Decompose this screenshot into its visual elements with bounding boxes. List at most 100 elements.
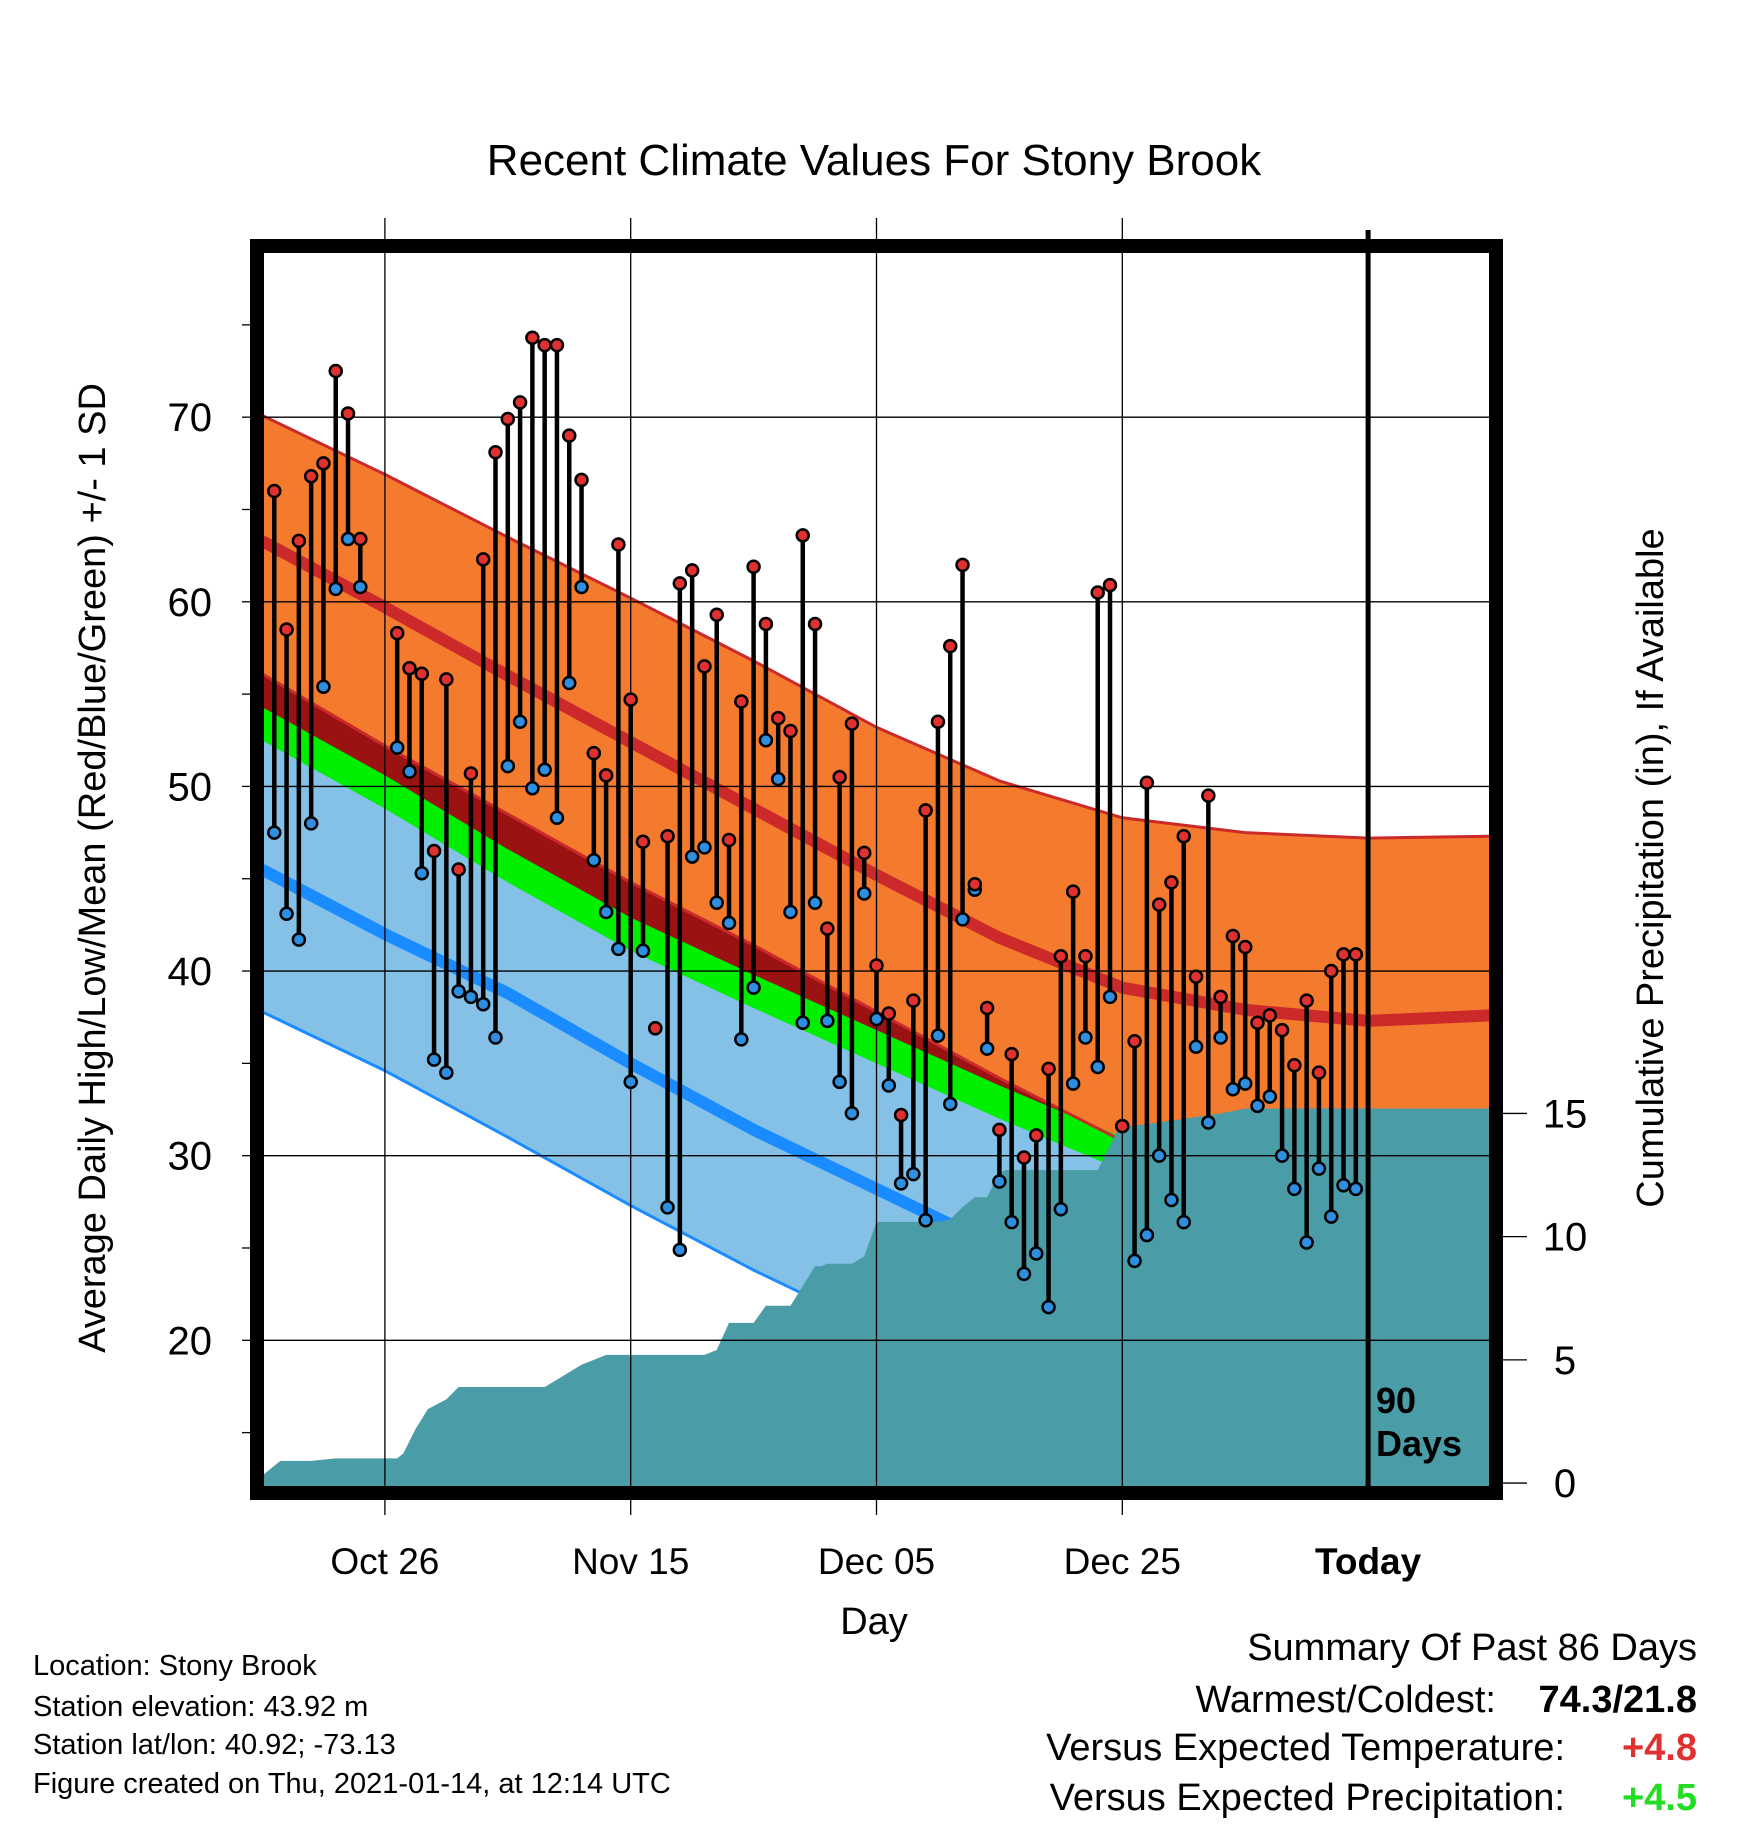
temp-anomaly-value: +4.8 <box>1622 1727 1697 1769</box>
high-point <box>1348 947 1364 962</box>
warm-cold-label: Warmest/Coldest: <box>1195 1679 1496 1721</box>
low-point <box>562 675 577 691</box>
high-point <box>918 803 933 818</box>
high-point <box>979 1000 995 1016</box>
station-latlon: Station lat/lon: 40.92; -73.13 <box>33 1729 396 1761</box>
high-point <box>1262 1008 1278 1023</box>
high-point <box>832 769 847 785</box>
high-point <box>1102 577 1118 593</box>
high-point <box>1004 1046 1019 1062</box>
low-point <box>684 849 700 864</box>
high-point <box>623 692 638 707</box>
high-point <box>1078 949 1093 964</box>
high-point <box>930 714 946 730</box>
high-point <box>549 337 565 353</box>
low-point <box>402 764 417 779</box>
high-point <box>1213 989 1228 1005</box>
plot-frame <box>250 239 1503 1500</box>
high-point <box>598 768 614 783</box>
high-point <box>279 622 294 637</box>
y2-axis-label: Cumulative Precipitation (in), If Availa… <box>1630 528 1672 1207</box>
high-point <box>1225 928 1241 944</box>
low-point <box>1225 1081 1241 1097</box>
low-point <box>1139 1227 1155 1243</box>
low-point <box>1287 1181 1302 1197</box>
low-point <box>660 1200 675 1215</box>
low-point <box>267 825 282 840</box>
low-point <box>1274 1148 1290 1163</box>
low-point <box>598 904 614 920</box>
low-point <box>463 989 479 1005</box>
low-point <box>291 932 307 947</box>
low-point <box>1213 1030 1228 1045</box>
x-tick-label: Dec 25 <box>1064 1541 1181 1582</box>
high-point <box>1201 788 1216 803</box>
low-point <box>918 1213 933 1228</box>
low-point <box>1176 1214 1191 1230</box>
low-point <box>721 915 737 931</box>
high-point <box>463 766 479 781</box>
low-point <box>1151 1148 1167 1163</box>
high-point <box>721 832 737 848</box>
low-point <box>1004 1214 1019 1230</box>
low-point <box>353 579 368 595</box>
low-point <box>992 1174 1007 1189</box>
x-tick-label: Oct 26 <box>330 1541 439 1582</box>
high-point <box>340 406 356 421</box>
high-point <box>1164 875 1179 890</box>
low-point <box>930 1028 946 1043</box>
low-point <box>832 1074 847 1090</box>
figure-created: Figure created on Thu, 2021-01-14, at 12… <box>33 1768 671 1800</box>
low-point <box>979 1041 995 1056</box>
low-point <box>697 840 712 855</box>
high-point <box>1127 1033 1142 1049</box>
today-label-line2: Days <box>1376 1423 1462 1464</box>
y2-tick-label: 0 <box>1554 1462 1576 1506</box>
high-point <box>1065 884 1081 899</box>
y-tick-label: 20 <box>168 1319 213 1363</box>
low-point <box>1323 1209 1339 1224</box>
low-point <box>451 984 466 999</box>
high-point <box>1041 1061 1056 1077</box>
high-point <box>1029 1128 1044 1143</box>
low-point <box>1188 1039 1204 1054</box>
high-point <box>758 616 774 632</box>
low-point <box>475 997 491 1012</box>
high-point <box>1151 897 1167 912</box>
low-point <box>586 853 602 868</box>
high-point <box>1250 1015 1265 1030</box>
low-point <box>1299 1235 1314 1250</box>
high-point <box>525 330 540 346</box>
y-axis-label: Average Daily High/Low/Mean (Red/Blue/Gr… <box>72 383 114 1353</box>
low-point <box>623 1074 638 1090</box>
high-point <box>684 563 700 578</box>
high-point <box>1299 993 1314 1008</box>
high-point <box>906 993 921 1008</box>
high-point <box>881 1006 897 1021</box>
high-point <box>586 745 602 761</box>
high-point <box>1188 969 1204 984</box>
today-label-line1: 90 <box>1376 1380 1416 1421</box>
x-tick-label: Nov 15 <box>572 1541 689 1582</box>
high-point <box>893 1107 909 1123</box>
low-point <box>1237 1076 1253 1091</box>
low-point <box>783 904 798 920</box>
low-point <box>635 943 651 958</box>
high-point <box>267 483 282 499</box>
high-point <box>807 616 823 632</box>
high-point <box>500 411 516 427</box>
high-point <box>1176 829 1191 844</box>
y2-tick-label: 5 <box>1554 1339 1576 1383</box>
station-info: Location: Stony Brook Station elevation:… <box>33 1650 671 1800</box>
high-point <box>992 1122 1007 1138</box>
y-tick-label: 30 <box>168 1135 213 1179</box>
low-point <box>955 912 970 927</box>
high-point <box>844 716 860 731</box>
low-point <box>574 579 589 595</box>
high-point <box>1323 963 1339 979</box>
high-point <box>1139 775 1155 790</box>
precip-anomaly-label: Versus Expected Precipitation: <box>1050 1777 1565 1819</box>
high-point <box>1287 1057 1302 1073</box>
x-tick-label: Dec 05 <box>818 1541 935 1582</box>
high-point <box>1274 1022 1290 1038</box>
